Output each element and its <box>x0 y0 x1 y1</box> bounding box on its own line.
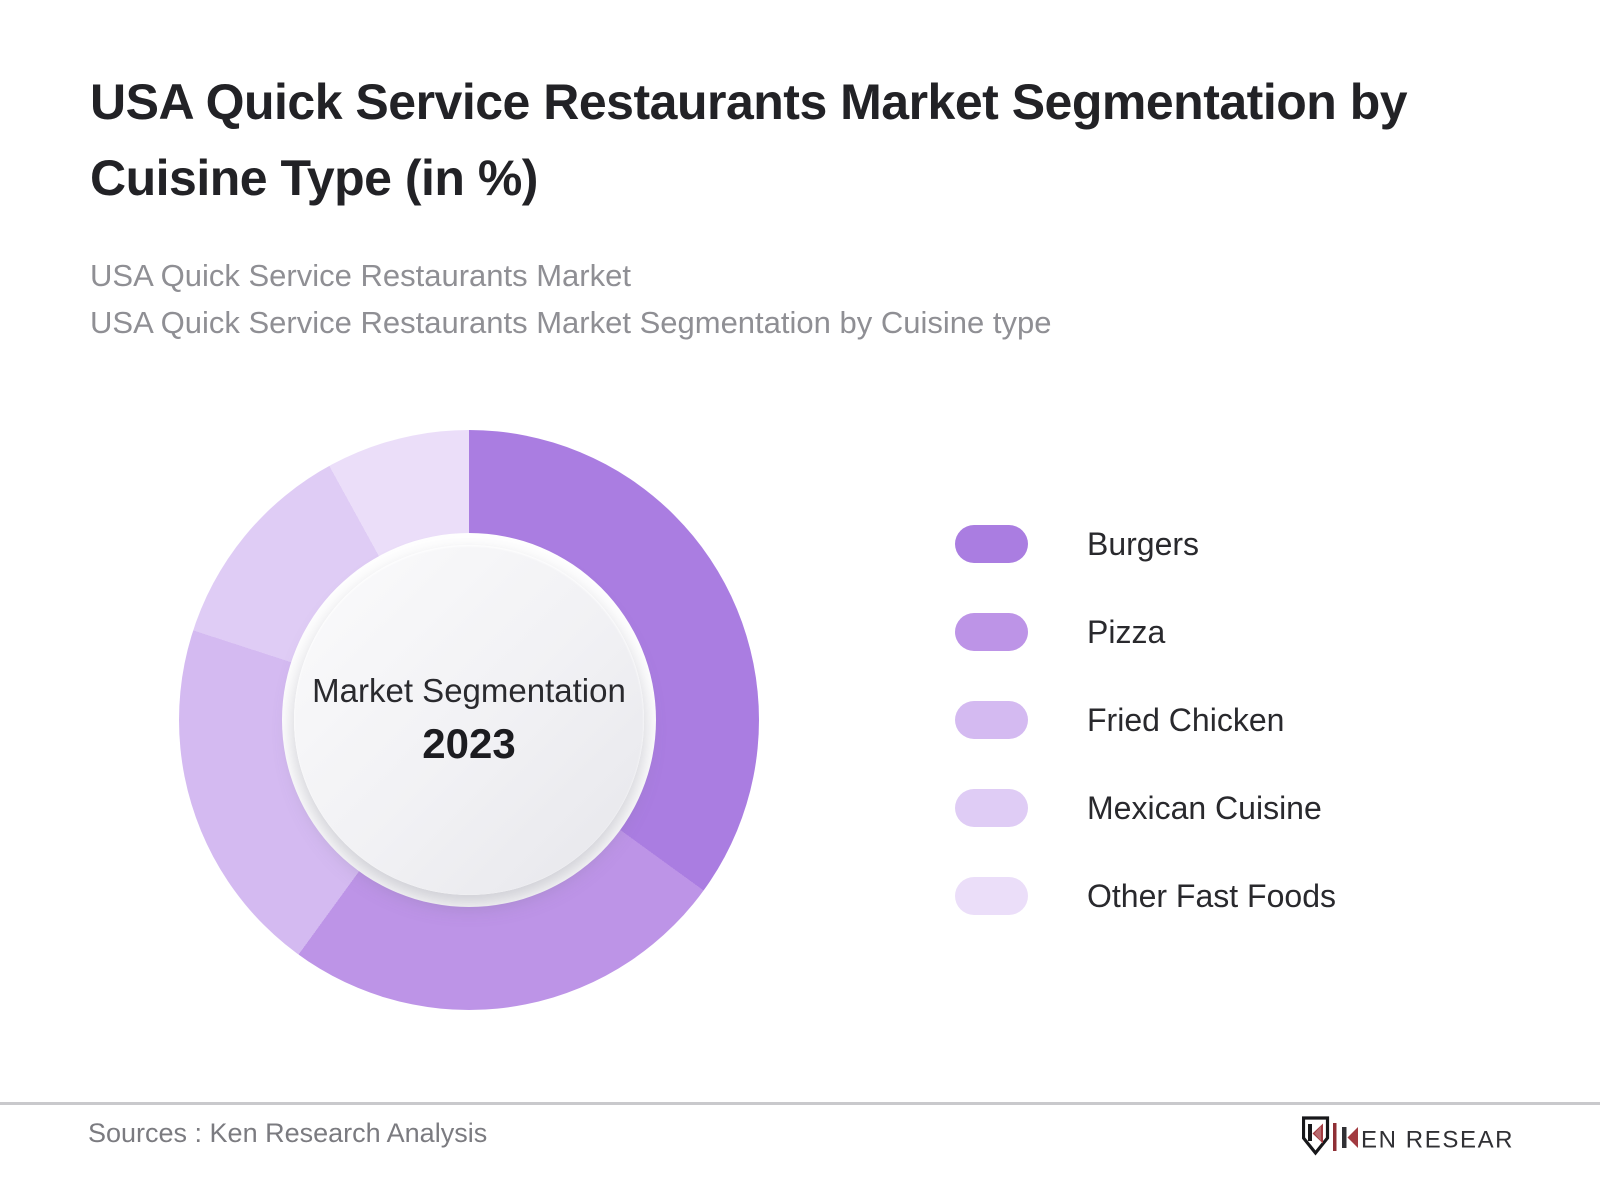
legend-label: Other Fast Foods <box>1087 877 1336 914</box>
legend-label: Mexican Cuisine <box>1087 789 1322 826</box>
legend-swatch <box>955 789 1028 827</box>
sources-note: Sources : Ken Research Analysis <box>88 1118 488 1148</box>
legend-item-pizza: Pizza <box>955 613 1336 651</box>
donut-center-label: Market Segmentation <box>312 672 626 709</box>
donut-center-year: 2023 <box>422 720 516 767</box>
subtitle-line-2: USA Quick Service Restaurants Market Seg… <box>90 305 1052 341</box>
subtitle-block: USA Quick Service Restaurants Market USA… <box>90 252 1490 346</box>
legend-swatch <box>955 613 1028 651</box>
legend-label: Pizza <box>1087 613 1166 650</box>
ken-research-logo-svg: EN RESEARCH <box>1301 1116 1550 1156</box>
legend-label: Fried Chicken <box>1087 701 1285 738</box>
chart-legend: Burgers Pizza Fried Chicken Mexican Cuis… <box>955 525 1336 965</box>
legend-swatch <box>955 701 1028 739</box>
legend-label: Burgers <box>1087 525 1200 562</box>
donut-center: Market Segmentation 2023 <box>294 545 644 895</box>
logo-wordmark: EN RESEARCH <box>1342 1127 1550 1154</box>
legend-swatch <box>955 877 1028 915</box>
logo-text: EN RESEARCH <box>1361 1127 1514 1154</box>
subtitle-line-1: USA Quick Service Restaurants Market <box>90 258 631 293</box>
page-title: USA Quick Service Restaurants Market Seg… <box>90 74 1408 206</box>
legend-swatch <box>955 525 1028 563</box>
donut-hole: Market Segmentation 2023 <box>282 533 656 907</box>
ken-shield-icon <box>1301 1116 1330 1156</box>
logo-separator-bar <box>1333 1123 1337 1151</box>
legend-item-fried-chicken: Fried Chicken <box>955 701 1336 739</box>
donut-chart: Market Segmentation 2023 <box>179 430 759 1010</box>
legend-item-other-fast-foods: Other Fast Foods <box>955 877 1336 915</box>
ken-research-logo: EN RESEARCH <box>1301 1116 1550 1163</box>
footer-divider <box>0 1102 1600 1105</box>
legend-item-mexican-cuisine: Mexican Cuisine <box>955 789 1336 827</box>
legend-item-burgers: Burgers <box>955 525 1336 563</box>
